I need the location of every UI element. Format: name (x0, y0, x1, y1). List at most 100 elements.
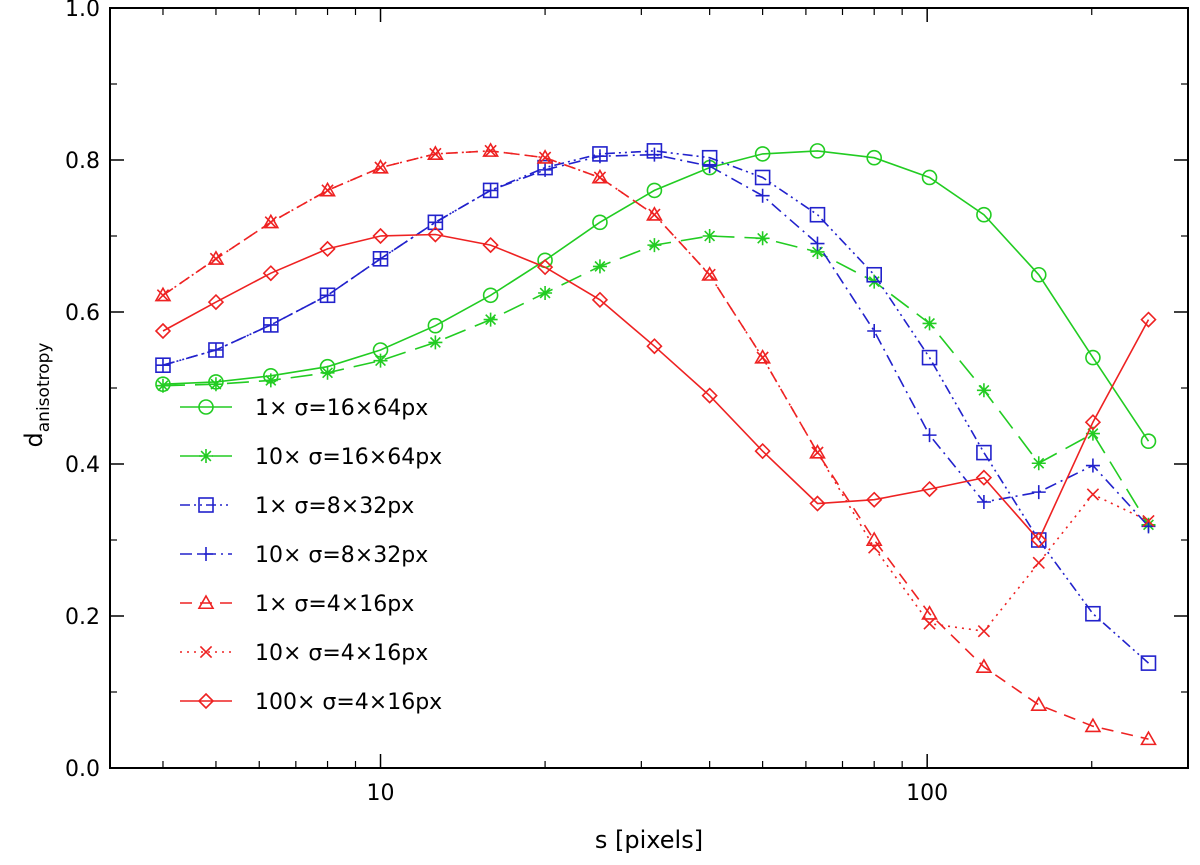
data-point (538, 162, 553, 177)
legend-label: 10× σ=8×32px (255, 543, 428, 568)
legend-item: 10× σ=8×32px (180, 543, 428, 568)
data-point (976, 383, 991, 398)
data-point (1031, 456, 1046, 471)
data-point (922, 428, 937, 443)
data-point (1085, 605, 1101, 622)
data-point (319, 181, 336, 197)
data-point (866, 149, 882, 166)
data-point (755, 231, 770, 246)
data-point (754, 348, 771, 364)
data-point (263, 317, 278, 332)
data-point (483, 312, 498, 327)
data-point (208, 377, 223, 392)
data-point (427, 317, 444, 334)
data-point (646, 338, 663, 355)
data-point (754, 442, 771, 460)
y-axis-title-sub: anisotropy (34, 343, 54, 433)
data-point (592, 259, 607, 274)
legend-label: 10× σ=16×64px (255, 445, 442, 470)
data-point (373, 353, 388, 368)
data-point (867, 324, 882, 338)
data-point (592, 149, 607, 164)
data-point (320, 365, 335, 380)
legend-marker (197, 594, 215, 610)
plot-frame (109, 7, 1189, 769)
data-point (976, 444, 992, 461)
data-point (591, 291, 609, 308)
legend-label: 1× σ=8×32px (255, 494, 414, 519)
data-point (482, 287, 499, 304)
data-point (482, 236, 499, 254)
data-point (1085, 458, 1100, 473)
data-point (483, 183, 498, 198)
data-point (866, 266, 882, 283)
x-axis-title: s [pixels] (595, 826, 703, 854)
data-point (921, 605, 938, 620)
data-point (809, 495, 826, 512)
data-point (156, 289, 170, 302)
y-axis-title-main: d (20, 432, 48, 447)
y-tick-label: 0.2 (65, 605, 100, 630)
data-point (208, 343, 223, 357)
legend-marker (198, 399, 214, 415)
legend-label: 1× σ=4×16px (255, 592, 414, 617)
legend-item: 1× σ=4×16px (180, 592, 414, 617)
legend-marker (198, 497, 214, 513)
data-point (1140, 655, 1157, 671)
data-point (810, 236, 825, 251)
data-point (703, 268, 716, 281)
legend-marker (199, 449, 213, 463)
data-point (155, 358, 170, 373)
data-point (1084, 717, 1102, 733)
legend-marker (197, 692, 215, 710)
data-point (209, 252, 223, 265)
legend-item: 10× σ=16×64px (180, 445, 442, 470)
x-tick-label: 100 (906, 781, 948, 806)
y-tick-label: 0.6 (65, 301, 100, 326)
data-point (1084, 414, 1102, 431)
legend-item: 100× σ=4×16px (180, 690, 442, 715)
data-point (1032, 556, 1045, 569)
data-point (868, 541, 881, 554)
data-point (921, 169, 938, 186)
data-point (921, 480, 938, 498)
data-point (319, 240, 336, 258)
data-point (755, 188, 770, 203)
data-point (1140, 433, 1157, 450)
data-point (809, 206, 826, 223)
data-point (536, 259, 554, 276)
y-tick-label: 0.8 (65, 149, 100, 174)
data-point (427, 226, 444, 243)
data-point (428, 335, 443, 350)
data-point (155, 378, 170, 393)
data-point (154, 322, 172, 340)
data-point (1030, 531, 1047, 549)
data-point (264, 216, 277, 229)
data-point (538, 286, 553, 300)
y-tick-label: 0.0 (65, 757, 100, 782)
data-point (646, 206, 663, 221)
data-point (1030, 696, 1048, 711)
series-7 (154, 226, 1157, 549)
legend: 1× σ=16×64px 10× σ=16×64px 1× σ=8×32px 10× … (180, 396, 442, 715)
data-point (482, 142, 499, 157)
data-point (977, 625, 991, 638)
x-tick-label: 10 (367, 781, 395, 806)
data-point (865, 531, 883, 547)
data-point (976, 495, 991, 509)
data-point (427, 145, 444, 160)
legend-label: 10× σ=4×16px (255, 641, 428, 666)
data-point (647, 147, 662, 162)
y-tick-label: 0.4 (65, 453, 100, 478)
legend-item: 1× σ=16×64px (180, 396, 428, 421)
data-point (593, 171, 607, 184)
data-point (1031, 485, 1046, 500)
data-point (1140, 311, 1157, 328)
data-point (1085, 349, 1101, 366)
data-point (754, 169, 771, 186)
data-point (374, 161, 387, 174)
data-point (647, 238, 662, 253)
data-point (373, 251, 388, 266)
